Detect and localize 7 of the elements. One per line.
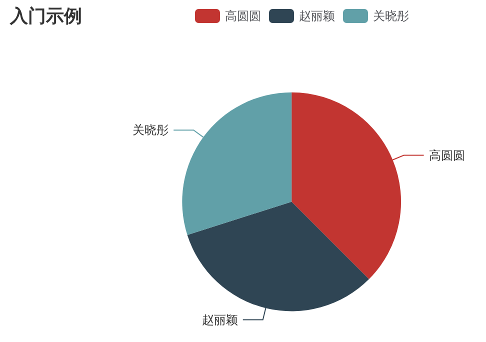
slice-label: 关晓彤 — [132, 123, 169, 138]
legend-label: 高圆圆 — [225, 9, 261, 23]
chart-title: 入门示例 — [9, 6, 82, 26]
slice-label: 高圆圆 — [428, 148, 465, 162]
slice-label: 赵丽颖 — [202, 312, 238, 327]
legend-label: 关晓彤 — [373, 9, 409, 23]
legend-label: 赵丽颖 — [299, 9, 335, 23]
